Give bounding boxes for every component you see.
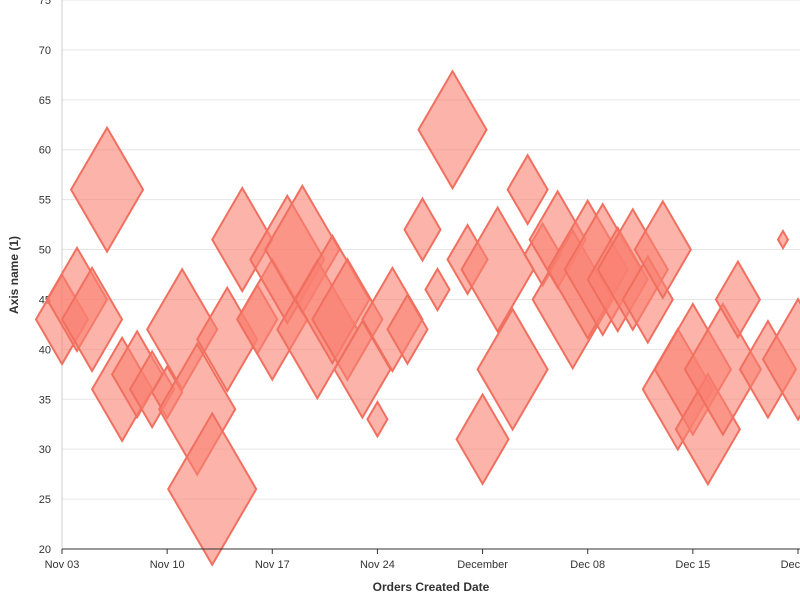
diamond-point xyxy=(366,400,389,439)
y-tick-label: 55 xyxy=(39,195,51,207)
x-tick-label: Nov 10 xyxy=(150,559,185,571)
diamond-point xyxy=(761,297,800,422)
diamond-point xyxy=(167,411,258,567)
x-tick-label: Nov 03 xyxy=(45,559,80,571)
x-tick-label: Dec 08 xyxy=(570,559,605,571)
diamond-point xyxy=(476,307,549,432)
x-tick-label: Nov 24 xyxy=(360,559,395,571)
diamond-point xyxy=(403,196,442,263)
diamond-point xyxy=(211,185,274,294)
y-tick-label: 65 xyxy=(39,95,51,107)
y-tick-label: 20 xyxy=(39,544,51,556)
diamond-point xyxy=(714,259,762,340)
y-tick-label: 40 xyxy=(39,344,51,356)
y-axis-title: Axis name (1) xyxy=(7,236,21,314)
y-tick-label: 75 xyxy=(39,0,51,7)
y-tick-label: 70 xyxy=(39,45,51,57)
y-tick-label: 25 xyxy=(39,494,51,506)
points-layer xyxy=(34,69,800,567)
diamond-point xyxy=(424,266,451,313)
y-tick-label: 30 xyxy=(39,444,51,456)
diamond-point xyxy=(69,125,145,254)
diamond-point xyxy=(60,265,124,374)
x-tick-label: December xyxy=(457,559,508,571)
y-tick-label: 35 xyxy=(39,394,51,406)
diamond-point xyxy=(460,205,535,334)
y-tick-label: 60 xyxy=(39,145,51,157)
x-axis-title: Orders Created Date xyxy=(373,580,490,594)
diamond-point xyxy=(455,392,510,486)
diamond-point xyxy=(776,228,790,251)
x-tick-label: Dec 22 xyxy=(781,559,800,571)
diamond-point xyxy=(633,199,692,300)
x-tick-label: Nov 17 xyxy=(255,559,290,571)
diamond-point xyxy=(417,69,488,191)
diamond-point xyxy=(683,301,763,437)
diamond-point xyxy=(386,293,429,366)
x-tick-label: Dec 15 xyxy=(675,559,710,571)
y-tick-label: 50 xyxy=(39,245,51,257)
diamond-point xyxy=(506,153,549,227)
